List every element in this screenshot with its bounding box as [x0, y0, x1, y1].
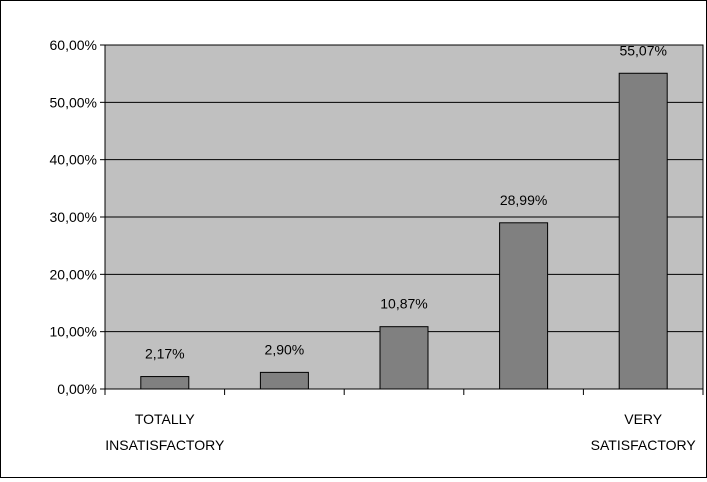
bars — [140, 72, 668, 390]
y-tick-label: 40,00% — [50, 152, 97, 168]
y-tick-label: 20,00% — [50, 266, 97, 282]
x-category-label: TOTALLY — [135, 411, 196, 427]
bar — [259, 371, 309, 390]
bar — [499, 222, 549, 390]
x-category-label: SATISFACTORY — [591, 437, 697, 453]
x-category-label: VERY — [624, 411, 663, 427]
x-category-label: INSATISFACTORY — [105, 437, 225, 453]
data-label: 28,99% — [500, 192, 547, 208]
data-label: 2,17% — [145, 346, 185, 362]
y-tick-label: 10,00% — [50, 324, 97, 340]
y-tick-label: 50,00% — [50, 94, 97, 110]
y-tick-label: 0,00% — [57, 381, 97, 397]
data-labels: 2,17% 2,90% 10,87% 28,99% 55,07% — [145, 42, 667, 361]
x-axis: TOTALLY INSATISFACTORY VERY SATISFACTORY — [104, 388, 704, 453]
y-tick-label: 60,00% — [50, 37, 97, 53]
gridlines — [105, 101, 703, 333]
data-label: 2,90% — [265, 341, 305, 357]
data-label: 10,87% — [380, 296, 427, 312]
bar — [140, 376, 190, 390]
data-label: 55,07% — [619, 42, 666, 58]
bar — [618, 72, 668, 390]
y-tick-label: 30,00% — [50, 209, 97, 225]
bar — [379, 326, 429, 390]
y-axis-ticks: 0,00% 10,00% 20,00% 30,00% 40,00% 50,00% 60,00… — [50, 37, 105, 397]
